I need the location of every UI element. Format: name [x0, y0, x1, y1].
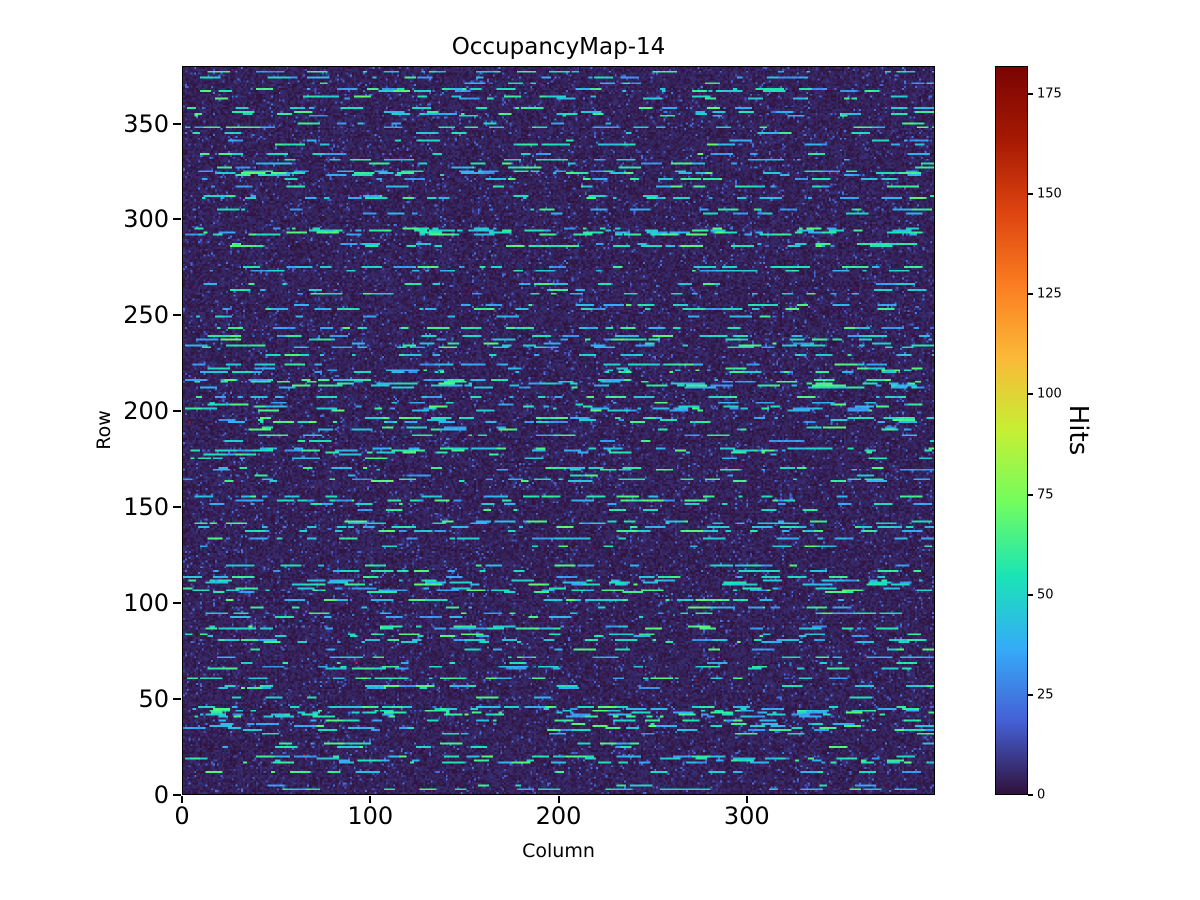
x-tick-mark	[181, 796, 183, 803]
colorbar-tick-label: 0	[1037, 787, 1046, 803]
y-tick-mark	[173, 506, 181, 509]
y-tick-mark	[173, 314, 181, 317]
x-tick-label: 200	[535, 802, 582, 830]
y-tick-mark	[173, 602, 181, 605]
heatmap-plot-area	[182, 66, 935, 795]
x-axis-label: Column	[522, 840, 595, 862]
y-tick-label: 300	[123, 205, 169, 234]
colorbar-tick-mark	[1028, 693, 1033, 696]
x-tick-mark	[557, 796, 560, 803]
colorbar-tick-mark	[1028, 93, 1033, 96]
y-tick-label: 0	[153, 781, 169, 809]
chart-title: OccupancyMap-14	[451, 34, 666, 60]
colorbar	[995, 66, 1028, 795]
colorbar-tick-label: 150	[1037, 186, 1062, 202]
y-tick-label: 200	[123, 397, 169, 426]
x-tick-label: 100	[347, 802, 394, 830]
x-tick-mark	[369, 796, 372, 803]
y-tick-mark	[173, 122, 181, 125]
x-tick-mark	[745, 796, 748, 803]
y-tick-label: 250	[123, 301, 169, 330]
colorbar-tick-label: 175	[1037, 86, 1062, 102]
colorbar-tick-mark	[1028, 193, 1033, 196]
y-tick-label: 50	[138, 685, 169, 714]
y-tick-mark	[173, 410, 181, 413]
colorbar-tick-mark	[1028, 493, 1033, 496]
colorbar-tick-label: 50	[1037, 587, 1054, 603]
colorbar-tick-label: 100	[1037, 386, 1062, 402]
x-tick-label: 0	[174, 802, 190, 830]
y-tick-mark	[173, 794, 181, 796]
colorbar-tick-label: 25	[1037, 687, 1054, 703]
y-axis-label: Row	[93, 410, 115, 450]
y-tick-label: 350	[123, 109, 169, 138]
y-tick-mark	[173, 218, 181, 221]
colorbar-tick-label: 75	[1037, 487, 1054, 503]
colorbar-tick-mark	[1028, 393, 1033, 396]
y-tick-mark	[173, 698, 181, 701]
colorbar-tick-label: 125	[1037, 286, 1062, 302]
y-tick-label: 150	[123, 493, 169, 522]
heatmap-image	[183, 67, 934, 794]
y-tick-label: 100	[123, 589, 169, 618]
colorbar-tick-mark	[1028, 593, 1033, 596]
colorbar-tick-mark	[1028, 794, 1033, 796]
colorbar-label: Hits	[1063, 404, 1093, 456]
x-tick-label: 300	[723, 802, 770, 830]
colorbar-tick-mark	[1028, 293, 1033, 296]
